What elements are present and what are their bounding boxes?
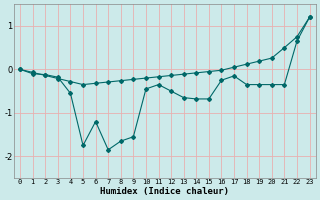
X-axis label: Humidex (Indice chaleur): Humidex (Indice chaleur) — [100, 187, 229, 196]
